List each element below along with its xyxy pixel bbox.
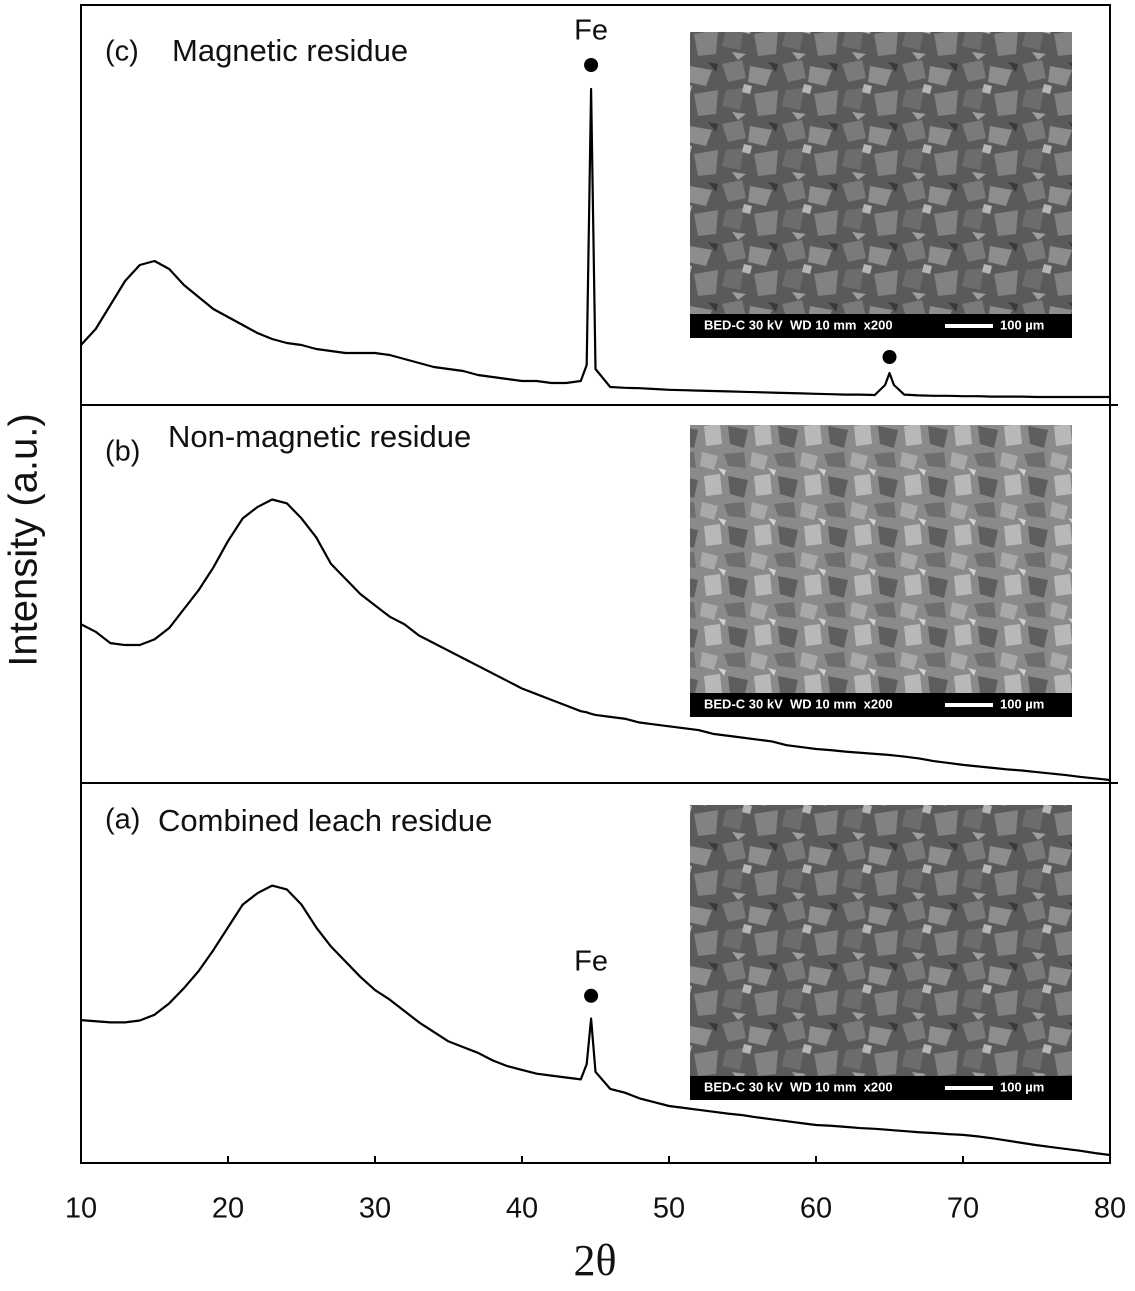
peak-label: Fe	[574, 945, 608, 977]
panel-tag: (a)	[105, 804, 140, 836]
x-tick-label: 40	[506, 1193, 538, 1225]
panel-label: Magnetic residue	[172, 33, 408, 68]
peak-label: Fe	[574, 15, 608, 47]
peak-marker	[584, 58, 599, 72]
xrd-curve	[80, 498, 1111, 782]
x-tick-label: 80	[1094, 1193, 1126, 1225]
image-caption-bar	[690, 693, 1072, 717]
image-caption: BED-C 30 kV WD 10 mm x200	[704, 317, 893, 332]
x-tick-label: 20	[212, 1193, 244, 1225]
x-tick-label: 10	[65, 1193, 97, 1225]
x-tick-label: 70	[947, 1193, 979, 1225]
x-tick-label: 60	[800, 1193, 832, 1225]
peak-marker	[882, 350, 897, 364]
sem-image	[690, 32, 1072, 338]
panel-label: Combined leach residue	[158, 803, 492, 838]
x-tick-label: 50	[653, 1193, 685, 1225]
panel-label: Non-magnetic residue	[168, 419, 471, 454]
sem-image	[690, 425, 1072, 717]
peak-marker	[584, 988, 599, 1003]
x-tick-label: 30	[359, 1193, 391, 1225]
xrd-curve	[80, 87, 1110, 399]
scale-bar-label: 100 µm	[1000, 317, 1044, 332]
y-axis-label: Intensity (a.u.)	[2, 413, 46, 666]
xrd-curve	[80, 884, 1111, 1157]
image-caption-bar	[690, 314, 1072, 338]
x-axis-label: 2θ	[573, 1236, 616, 1285]
plot-frame	[80, 4, 1111, 1164]
panel-tag: (b)	[105, 436, 140, 468]
scale-bar-label: 100 µm	[1000, 696, 1044, 711]
image-caption: BED-C 30 kV WD 10 mm x200	[704, 696, 893, 711]
image-caption-bar	[690, 1076, 1072, 1100]
image-caption: BED-C 30 kV WD 10 mm x200	[704, 1079, 893, 1094]
sem-image	[690, 805, 1072, 1100]
scale-bar-label: 100 µm	[1000, 1079, 1044, 1094]
panel-tag: (c)	[105, 36, 139, 68]
